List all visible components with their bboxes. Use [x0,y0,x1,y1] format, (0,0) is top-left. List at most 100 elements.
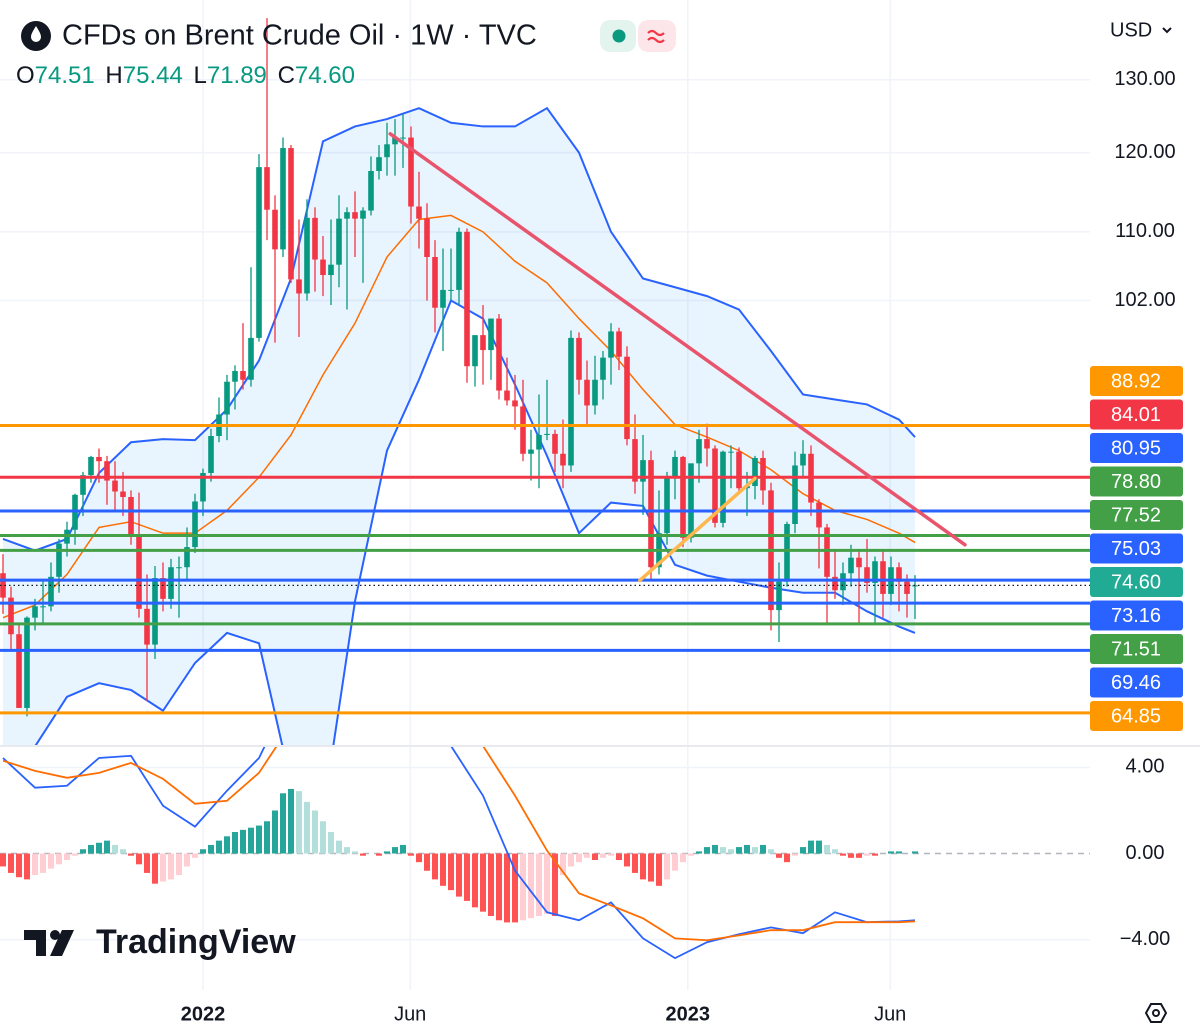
ohlc-key: H [105,62,122,89]
macd-histogram-bar [728,849,734,854]
macd-histogram-bar [528,853,534,919]
candle-body [592,379,598,406]
macd-histogram-bar [280,793,286,854]
candle-body [528,449,534,454]
candle-body [168,567,174,599]
candle-body [848,557,854,574]
candle-body [784,524,790,582]
ohlc-value: 74.60 [295,62,355,89]
macd-histogram-bar [264,821,270,854]
macd-histogram-bar [344,847,350,854]
ohlc-legend: O74.51 H75.44 L71.89 C74.60 [16,62,355,89]
candle-body [760,458,766,491]
macd-histogram-bar [648,853,654,882]
macd-histogram-bar [536,853,542,916]
currency-selector[interactable]: USD [1110,19,1152,41]
candle-body [600,357,606,380]
logo: TradingView [24,923,296,961]
macd-histogram-bar [424,853,430,871]
macd-histogram-bar [824,844,830,854]
level-label: 80.95 [1111,437,1161,459]
macd-histogram-bar [856,853,862,858]
logo-mark [24,930,46,956]
candle-body [144,608,150,645]
macd-histogram-bar [32,853,38,876]
candle-body [384,144,390,158]
macd-histogram-bar [192,853,198,858]
macd-histogram-bar [640,853,646,880]
x-tick-label: Jun [874,1003,906,1025]
candle-body [48,576,54,607]
candle-body [520,406,526,454]
candle-body [880,561,886,594]
level-label-bg [1090,366,1183,396]
macd-histogram-bar [72,853,78,856]
candle-body [872,561,878,583]
candle-body [576,337,582,380]
candle-body [88,456,94,476]
macd-histogram-bar [288,788,294,854]
macd-histogram-bar [488,853,494,916]
candle-body [504,390,510,401]
macd-histogram-bar [160,853,166,882]
macd-histogram-bar [40,853,46,873]
macd-tick-label: −4.00 [1120,928,1171,950]
candle-body [688,463,694,538]
macd-histogram-bar [632,853,638,873]
macd-histogram-bar [584,853,590,858]
macd-histogram-bar [144,853,150,873]
market-badge[interactable] [638,20,676,52]
candle-body [320,259,326,276]
level-label: 69.46 [1111,672,1161,694]
macd-histogram-bar [864,853,870,856]
macd-histogram-bar [376,853,382,856]
currency-chevron [1162,27,1172,34]
macd-histogram-bar [896,851,902,854]
candle-body [752,458,758,487]
macd-histogram-bar [792,853,798,856]
candle-body [312,217,318,260]
candle-body [472,335,478,367]
candle-body [240,371,246,380]
macd-histogram-bar [112,844,118,854]
settings-button[interactable] [1144,1003,1168,1023]
candle-body [456,231,462,290]
macd-histogram-bar [520,853,526,921]
candle-body [128,497,134,535]
macd-histogram-bar [672,853,678,871]
candle-body [200,472,206,502]
candle-body [112,480,118,492]
macd-histogram-bar [568,853,574,867]
macd-histogram-bar [560,853,566,876]
macd-histogram-bar [184,853,190,867]
candle-body [416,206,422,219]
macd-histogram-bar [104,840,110,854]
candle-body [672,456,678,479]
macd-histogram-bar [744,844,750,854]
logo-text: TradingView [96,923,296,961]
candle-body [728,451,734,453]
macd-histogram-bar [544,853,550,914]
macd-histogram-bar [416,853,422,863]
x-tick-label: 2022 [181,1003,226,1025]
trend-line [388,132,967,547]
candle-body [16,634,22,708]
candle-body [568,337,574,466]
macd-histogram-bar [240,829,246,854]
level-label-bg [1090,399,1183,430]
macd-histogram-bar [808,840,814,854]
macd-histogram-bar [872,853,878,856]
macd-histogram-bar [88,844,94,854]
macd-histogram-bar [840,853,846,856]
candle-body [8,597,14,635]
macd-histogram-bar [496,853,502,921]
candle-body [408,137,414,207]
level-label: 77.52 [1111,504,1161,526]
macd-histogram-bar [760,844,766,854]
bb-upper [2,106,916,552]
candle-body [232,371,238,382]
candle-body [904,581,910,594]
macd-histogram-bar [552,853,558,916]
